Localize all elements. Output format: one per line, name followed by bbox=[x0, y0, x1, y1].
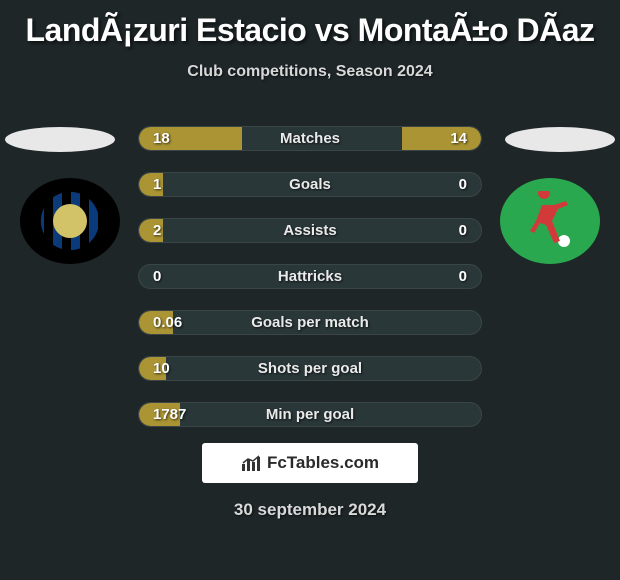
stat-value-right: 0 bbox=[407, 222, 467, 239]
country-flag-right bbox=[505, 127, 615, 152]
stat-row: 0Hattricks0 bbox=[138, 264, 482, 289]
country-flag-left bbox=[5, 127, 115, 152]
stat-label: Hattricks bbox=[213, 268, 407, 285]
date-text: 30 september 2024 bbox=[0, 500, 620, 520]
stat-label: Matches bbox=[213, 130, 407, 147]
stat-value-right: 14 bbox=[407, 130, 467, 147]
stat-label: Min per goal bbox=[213, 406, 407, 423]
club-badge-left-inner bbox=[53, 204, 87, 238]
stat-value-left: 1787 bbox=[153, 406, 213, 423]
branding-text: FcTables.com bbox=[267, 453, 379, 473]
stat-label: Goals bbox=[213, 176, 407, 193]
stat-row: 1Goals0 bbox=[138, 172, 482, 197]
chart-icon bbox=[241, 454, 261, 472]
stat-value-right: 0 bbox=[407, 268, 467, 285]
page-title: LandÃ¡zuri Estacio vs MontaÃ±o DÃ­az bbox=[0, 0, 620, 49]
branding-badge: FcTables.com bbox=[202, 443, 418, 483]
stat-row: 18Matches14 bbox=[138, 126, 482, 151]
club-badge-right bbox=[500, 178, 600, 264]
stats-bars-container: 18Matches141Goals02Assists00Hattricks00.… bbox=[138, 126, 482, 448]
stat-value-left: 2 bbox=[153, 222, 213, 239]
stat-value-left: 0.06 bbox=[153, 314, 213, 331]
stat-row: 1787Min per goal bbox=[138, 402, 482, 427]
stat-value-right: 0 bbox=[407, 176, 467, 193]
stat-value-left: 10 bbox=[153, 360, 213, 377]
stat-label: Shots per goal bbox=[213, 360, 407, 377]
subtitle: Club competitions, Season 2024 bbox=[0, 63, 620, 81]
stat-row: 0.06Goals per match bbox=[138, 310, 482, 335]
stat-value-left: 1 bbox=[153, 176, 213, 193]
stat-label: Goals per match bbox=[213, 314, 407, 331]
club-badge-left bbox=[20, 178, 120, 264]
stat-value-left: 18 bbox=[153, 130, 213, 147]
stat-label: Assists bbox=[213, 222, 407, 239]
stat-row: 2Assists0 bbox=[138, 218, 482, 243]
player-silhouette-icon bbox=[524, 191, 576, 251]
stat-row: 10Shots per goal bbox=[138, 356, 482, 381]
stat-value-left: 0 bbox=[153, 268, 213, 285]
